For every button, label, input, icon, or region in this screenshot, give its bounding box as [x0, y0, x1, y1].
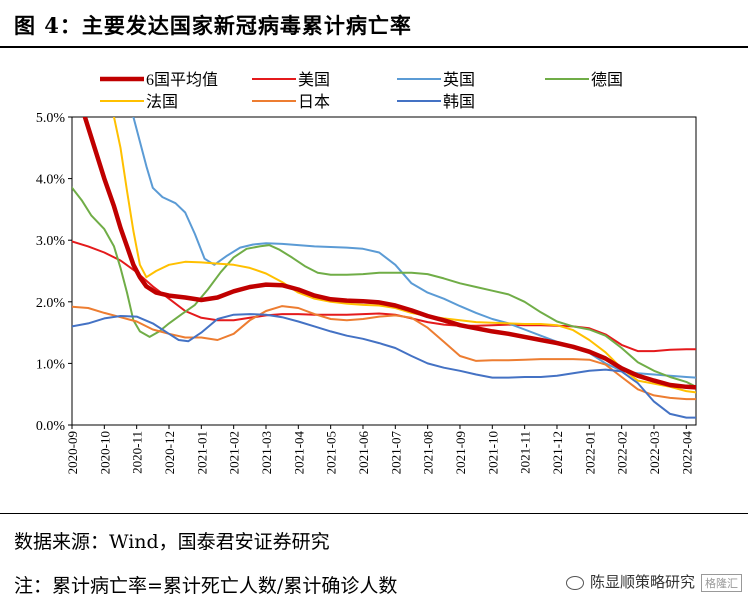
x-tick-label: 2020-09	[65, 431, 80, 474]
x-tick-label: 2021-04	[291, 431, 306, 475]
y-tick-label: 1.0%	[36, 357, 66, 372]
footnote: 注：累计病亡率=累计死亡人数/累计确诊人数	[14, 575, 398, 597]
brand-label: 陈显顺策略研究	[589, 573, 695, 591]
page-title: 图 4：主要发达国家新冠病毒累计病亡率	[14, 13, 412, 38]
x-tick-label: 2021-12	[550, 431, 565, 474]
legend-label: 6国平均值	[146, 71, 218, 89]
x-tick-label: 2021-09	[453, 431, 468, 474]
x-tick-label: 2021-01	[194, 431, 209, 474]
x-tick-label: 2021-03	[259, 431, 274, 474]
x-tick-label: 2022-03	[647, 431, 662, 474]
series-line	[82, 117, 696, 390]
x-tick-label: 2021-06	[356, 431, 371, 475]
y-tick-label: 3.0%	[36, 234, 66, 249]
x-tick-label: 2021-08	[421, 431, 436, 474]
y-tick-label: 0.0%	[36, 419, 66, 434]
title-divider	[0, 46, 748, 48]
footer-divider	[0, 513, 748, 514]
y-tick-label: 2.0%	[36, 296, 66, 311]
wechat-icon	[565, 575, 584, 590]
x-tick-label: 2021-11	[518, 431, 533, 474]
series-line	[72, 240, 696, 353]
y-tick-label: 4.0%	[36, 173, 66, 188]
series-line	[72, 313, 696, 419]
x-tick-label: 2021-05	[324, 431, 339, 474]
legend-label: 美国	[298, 71, 330, 89]
data-source: 数据来源：Wind，国泰君安证券研究	[14, 531, 330, 553]
series-line	[72, 305, 696, 401]
x-tick-label: 2020-11	[130, 431, 145, 474]
x-tick-label: 2022-04	[679, 431, 694, 475]
legend-label: 德国	[591, 71, 623, 89]
x-tick-label: 2020-12	[162, 431, 177, 474]
y-tick-label: 5.0%	[36, 111, 66, 126]
x-tick-label: 2020-10	[97, 431, 112, 474]
watermark: 陈显顺策略研究 格隆汇	[565, 571, 742, 592]
x-tick-label: 2021-07	[388, 431, 403, 475]
legend-label: 日本	[298, 93, 330, 111]
x-tick-label: 2022-02	[615, 431, 630, 474]
legend-label: 法国	[146, 93, 178, 111]
x-tick-label: 2021-10	[485, 431, 500, 474]
x-tick-label: 2021-02	[227, 431, 242, 474]
x-tick-label: 2022-01	[582, 431, 597, 474]
legend-label: 英国	[443, 71, 475, 89]
plot-frame	[71, 116, 697, 426]
series-line	[72, 186, 696, 388]
legend-label: 韩国	[443, 93, 475, 111]
brand-badge: 格隆汇	[701, 573, 742, 592]
series-line	[113, 117, 696, 394]
plot-area: 5.0% 4.0% 3.0% 2.0% 1.0% 0.0%2020-09 2020-10 20…	[36, 111, 697, 475]
